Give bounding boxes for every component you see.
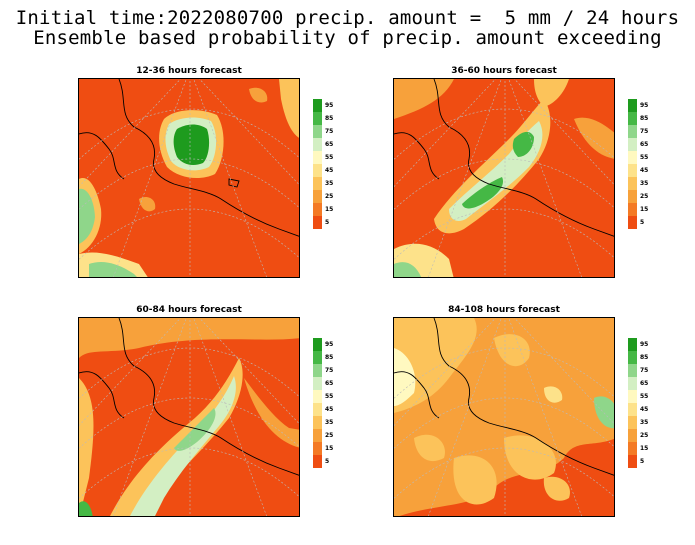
legend-swatch — [628, 216, 637, 229]
legend-swatch — [628, 455, 637, 468]
legend-swatch — [313, 338, 322, 351]
legend-swatch — [313, 351, 322, 364]
legend-swatch — [628, 125, 637, 138]
legend-label: 45 — [325, 167, 334, 174]
legend-label: 5 — [325, 219, 330, 226]
legend-swatch — [628, 390, 637, 403]
panel-title: 84-108 hours forecast — [448, 305, 560, 315]
legend-swatch — [628, 203, 637, 216]
legend-label: 15 — [325, 445, 334, 452]
legend-label: 25 — [640, 193, 649, 200]
legend-label: 75 — [325, 367, 334, 374]
map-graphic-4 — [394, 318, 614, 516]
legend-label: 95 — [325, 341, 334, 348]
color-legend: 95 85 75 65 55 45 35 25 15 5 — [628, 99, 648, 229]
legend-swatch — [313, 125, 322, 138]
legend-label: 35 — [640, 180, 649, 187]
legend-label: 25 — [325, 193, 334, 200]
legend-label: 25 — [325, 432, 334, 439]
probability-map — [393, 317, 615, 517]
legend-label: 25 — [640, 432, 649, 439]
legend-swatch — [628, 364, 637, 377]
legend-label: 5 — [640, 458, 645, 465]
legend-swatch — [313, 377, 322, 390]
chart-title-line1: Initial time:2022080700 precip. amount =… — [15, 7, 680, 29]
legend-swatch — [628, 416, 637, 429]
legend-label: 15 — [640, 445, 649, 452]
legend-swatch — [313, 364, 322, 377]
legend-label: 85 — [325, 354, 334, 361]
legend-label: 35 — [325, 419, 334, 426]
chart-title-line2: Ensemble based probability of precip. am… — [33, 27, 662, 49]
legend-label: 5 — [325, 458, 330, 465]
legend-label: 55 — [640, 154, 649, 161]
map-graphic-2 — [394, 79, 614, 277]
legend-label: 75 — [640, 367, 649, 374]
legend-label: 5 — [640, 219, 645, 226]
legend-label: 65 — [640, 380, 649, 387]
legend-label: 95 — [325, 102, 334, 109]
map-graphic-3 — [79, 318, 299, 516]
probability-map — [78, 317, 300, 517]
legend-swatch — [313, 177, 322, 190]
legend-swatch — [628, 442, 637, 455]
legend-label: 55 — [325, 393, 334, 400]
legend-label: 65 — [325, 141, 334, 148]
legend-label: 15 — [640, 206, 649, 213]
legend-swatch — [313, 442, 322, 455]
legend-label: 65 — [640, 141, 649, 148]
legend-swatch — [313, 403, 322, 416]
legend-swatch — [628, 99, 637, 112]
map-graphic-1 — [79, 79, 299, 277]
legend-label: 45 — [640, 406, 649, 413]
legend-swatch — [313, 164, 322, 177]
panel-title: 12-36 hours forecast — [136, 66, 242, 76]
legend-label: 85 — [325, 115, 334, 122]
color-legend: 95 85 75 65 55 45 35 25 15 5 — [628, 338, 648, 468]
probability-map — [78, 78, 300, 278]
legend-swatch — [628, 190, 637, 203]
legend-swatch — [313, 455, 322, 468]
legend-swatch — [628, 429, 637, 442]
legend-swatch — [313, 151, 322, 164]
color-legend: 95 85 75 65 55 45 35 25 15 5 — [313, 99, 333, 229]
legend-label: 15 — [325, 206, 334, 213]
legend-label: 45 — [640, 167, 649, 174]
color-legend: 95 85 75 65 55 45 35 25 15 5 — [313, 338, 333, 468]
legend-label: 45 — [325, 406, 334, 413]
legend-swatch — [628, 151, 637, 164]
legend-swatch — [313, 429, 322, 442]
legend-swatch — [313, 190, 322, 203]
legend-label: 95 — [640, 341, 649, 348]
legend-swatch — [313, 203, 322, 216]
legend-label: 55 — [640, 393, 649, 400]
legend-label: 95 — [640, 102, 649, 109]
legend-label: 35 — [325, 180, 334, 187]
legend-swatch — [628, 164, 637, 177]
legend-label: 75 — [325, 128, 334, 135]
legend-swatch — [628, 338, 637, 351]
legend-swatch — [313, 390, 322, 403]
probability-map — [393, 78, 615, 278]
panel-title: 36-60 hours forecast — [451, 66, 557, 76]
legend-swatch — [313, 99, 322, 112]
legend-swatch — [628, 377, 637, 390]
panel-title: 60-84 hours forecast — [136, 305, 242, 315]
legend-swatch — [628, 138, 637, 151]
legend-label: 35 — [640, 419, 649, 426]
legend-swatch — [313, 416, 322, 429]
legend-swatch — [313, 112, 322, 125]
legend-swatch — [313, 216, 322, 229]
legend-label: 55 — [325, 154, 334, 161]
legend-swatch — [628, 112, 637, 125]
legend-swatch — [628, 403, 637, 416]
legend-label: 65 — [325, 380, 334, 387]
legend-swatch — [313, 138, 322, 151]
legend-label: 75 — [640, 128, 649, 135]
legend-swatch — [628, 177, 637, 190]
legend-swatch — [628, 351, 637, 364]
legend-label: 85 — [640, 115, 649, 122]
legend-label: 85 — [640, 354, 649, 361]
